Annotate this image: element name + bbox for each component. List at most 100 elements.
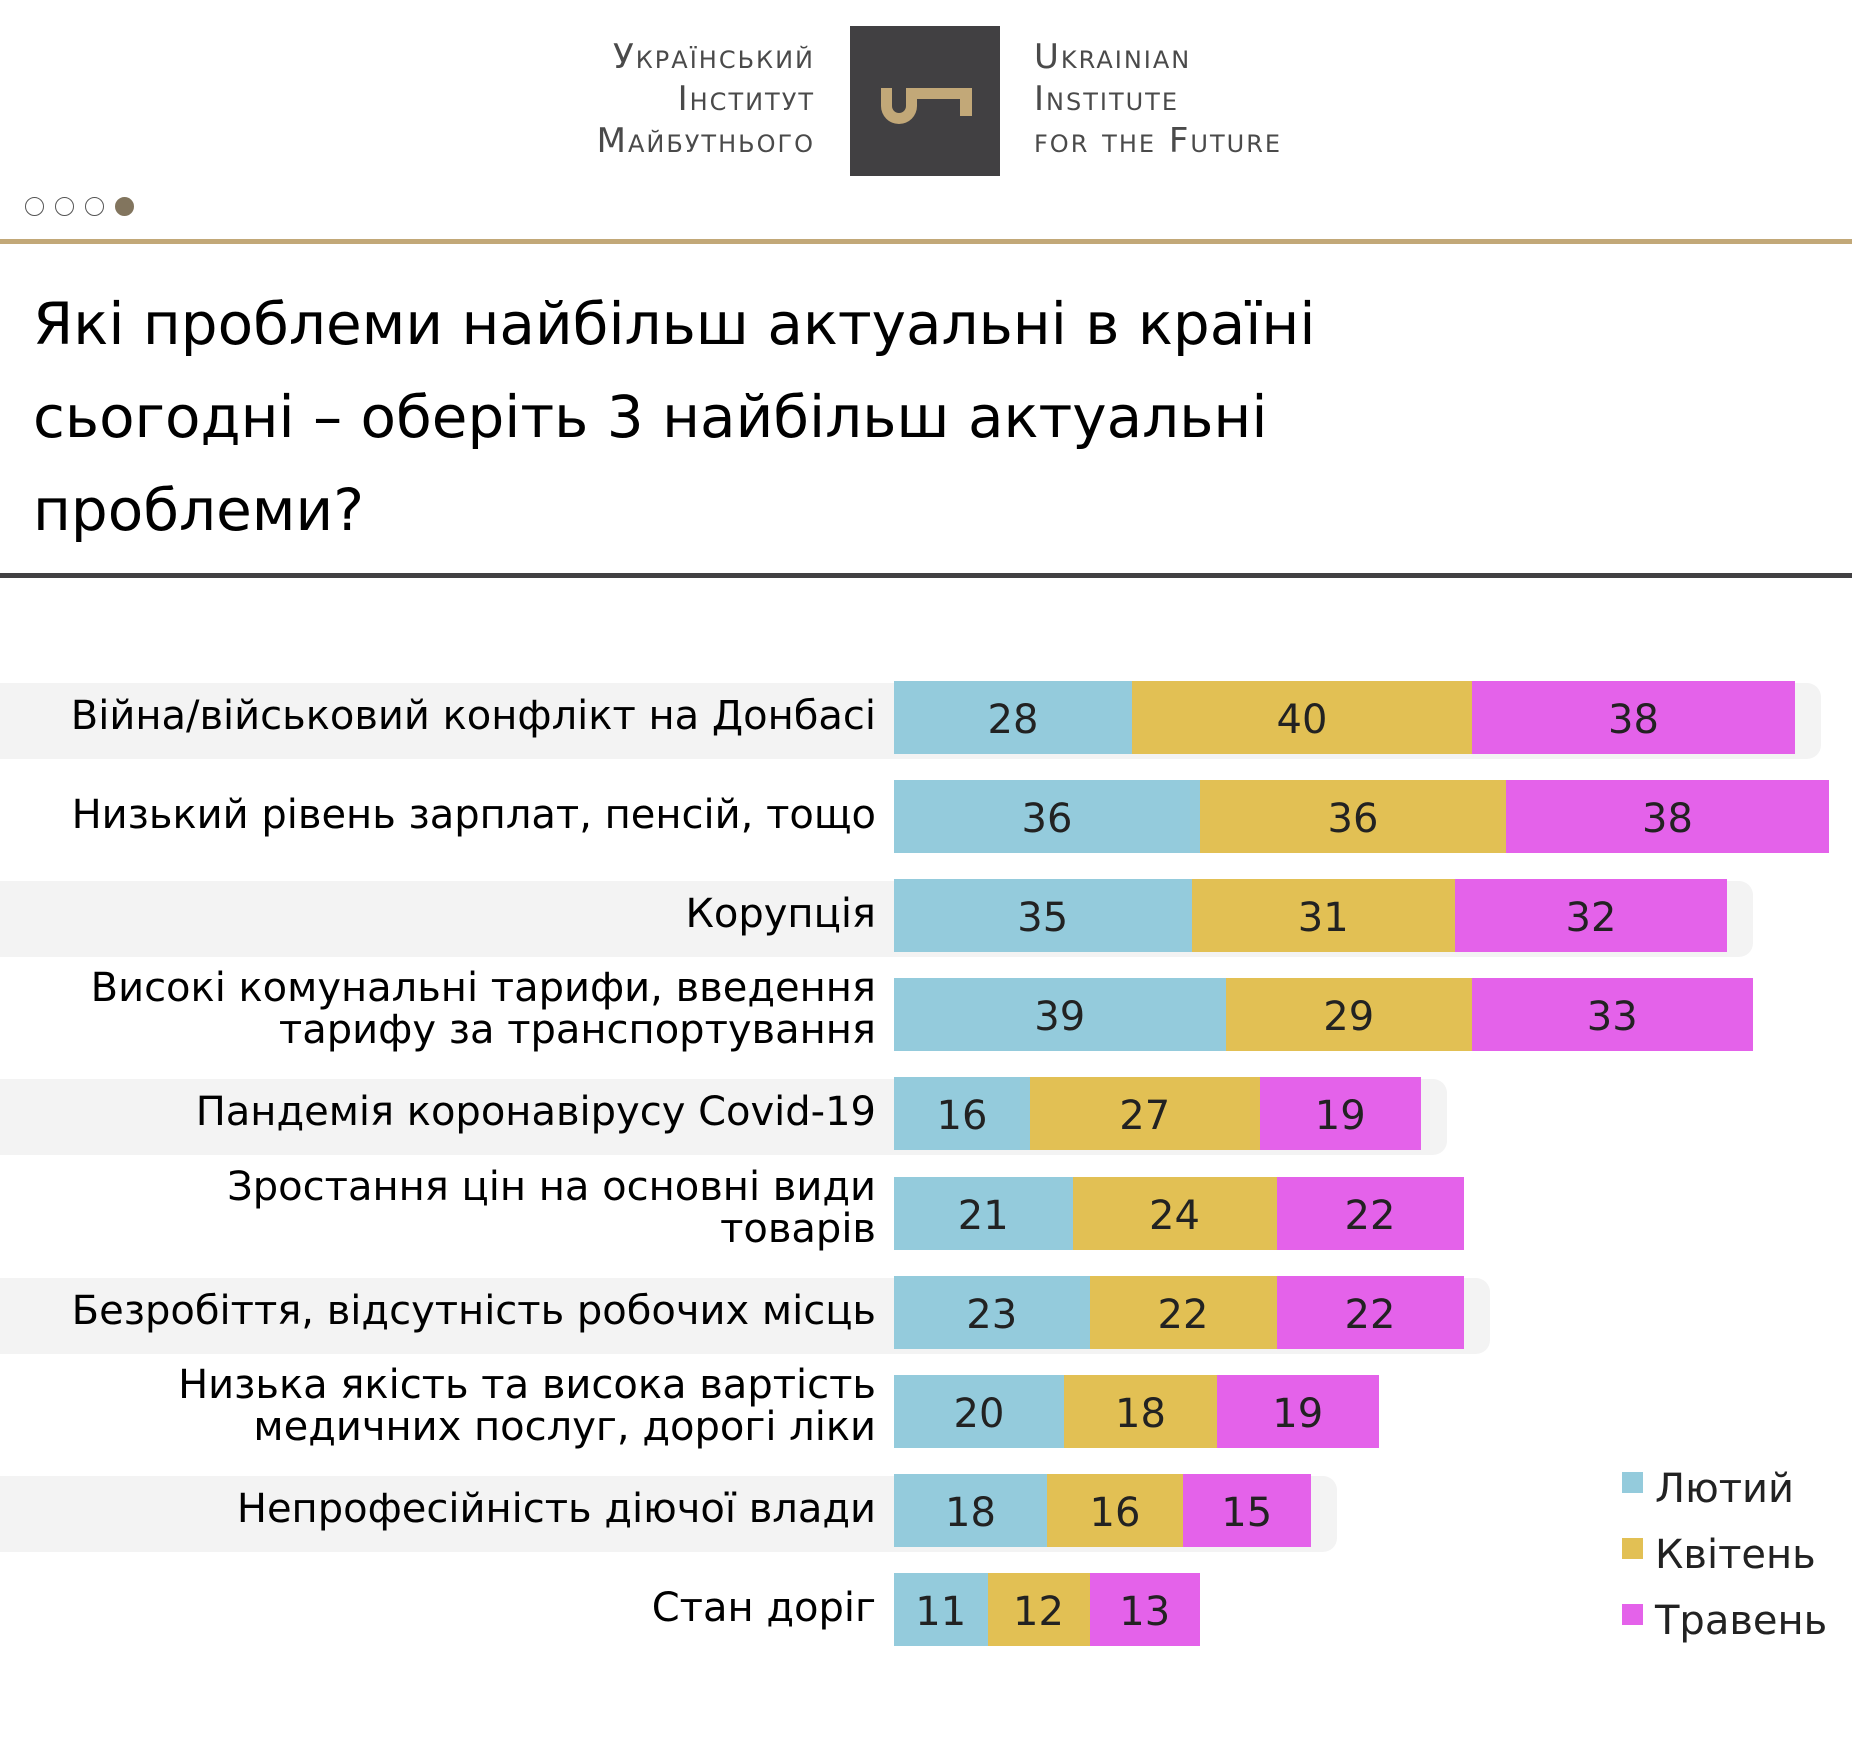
bar-segment-traven: 22: [1276, 1177, 1464, 1250]
bar-segment-kviten: 22: [1089, 1276, 1277, 1349]
category-label-line: Низький рівень зарплат, пенсій, тощо: [71, 791, 876, 838]
category-label: Корупція: [0, 875, 877, 952]
legend-swatch-kviten: [1622, 1537, 1643, 1559]
bar-segment-lyutyi: 28: [894, 681, 1132, 754]
data-label: 18: [945, 1489, 996, 1536]
logo-line: for the Future: [1034, 121, 1283, 161]
data-label: 35: [1017, 894, 1069, 941]
data-label: 22: [1157, 1291, 1209, 1338]
data-label: 31: [1297, 894, 1349, 941]
logo-text-english: Ukrainian Institute for the Future: [1034, 36, 1282, 162]
legend-item-lyutyi: Лютий: [1622, 1456, 1827, 1522]
data-label: 22: [1344, 1291, 1396, 1338]
category-label-line: Пандемія коронавірусу Covid-19: [195, 1088, 876, 1135]
legend-swatch-traven: [1622, 1603, 1643, 1625]
pager-dot-active[interactable]: [115, 197, 134, 216]
logo-line: Український: [613, 37, 815, 77]
bar-segment-lyutyi: 35: [894, 879, 1192, 952]
logo-text-ukrainian: Український Інститут Майбутнього: [597, 36, 815, 162]
logo-line: Майбутнього: [596, 121, 815, 161]
title-line: сьогодні – оберіть 3 найбільш актуальні: [33, 383, 1268, 451]
data-label: 38: [1642, 795, 1693, 842]
logo-line: Ukrainian: [1034, 37, 1192, 77]
category-label-line: Корупція: [685, 890, 877, 937]
bar-segment-lyutyi: 36: [894, 780, 1200, 853]
bar-segment-lyutyi: 18: [894, 1474, 1047, 1547]
title-line: проблеми?: [33, 476, 364, 544]
legend-label: Лютий: [1655, 1466, 1795, 1512]
category-label-line: Низька якість та висока вартість: [178, 1361, 876, 1408]
key-icon: [881, 88, 972, 124]
title-line: Які проблеми найбільш актуальні в країні: [33, 290, 1316, 358]
bar-segment-lyutyi: 39: [894, 978, 1226, 1051]
pager-dot[interactable]: [85, 197, 104, 216]
bar-segment-traven: 13: [1089, 1573, 1200, 1646]
data-label: 36: [1021, 795, 1073, 842]
category-label: Зростання цін на основні види товарів: [0, 1165, 876, 1250]
bar-segment-kviten: 27: [1030, 1077, 1260, 1150]
data-label: 29: [1323, 993, 1375, 1040]
legend-item-kviten: Квітень: [1622, 1522, 1827, 1588]
logo-line: Institute: [1034, 79, 1180, 119]
divider-dark: [0, 573, 1852, 578]
bar-segment-kviten: 36: [1200, 780, 1506, 853]
data-label: 12: [1013, 1588, 1064, 1635]
pager-dot[interactable]: [25, 197, 44, 216]
data-label: 32: [1565, 894, 1617, 941]
category-label-line: товарів: [720, 1205, 876, 1252]
bar-segment-traven: 32: [1455, 879, 1727, 952]
data-label: 38: [1608, 696, 1659, 743]
bar-segment-kviten: 40: [1132, 681, 1472, 754]
data-label: 16: [936, 1092, 988, 1139]
key-shape: [881, 88, 972, 124]
data-label: 18: [1115, 1390, 1166, 1437]
category-label: Пандемія коронавірусу Covid-19: [0, 1073, 876, 1150]
bar-segment-traven: 19: [1259, 1077, 1421, 1150]
data-label: 21: [957, 1192, 1009, 1239]
category-label-line: Стан доріг: [651, 1584, 876, 1631]
bar-segment-kviten: 16: [1047, 1474, 1183, 1547]
data-label: 27: [1119, 1092, 1171, 1139]
category-label: Війна/військовий конфлікт на Донбасі: [0, 677, 876, 754]
category-label-line: Безробіття, відсутність робочих місць: [71, 1287, 876, 1334]
data-label: 19: [1314, 1092, 1366, 1139]
category-label: Стан доріг: [0, 1569, 876, 1646]
legend-label: Травень: [1655, 1598, 1828, 1644]
chart-title: Які проблеми найбільш актуальні в країні…: [33, 278, 1733, 557]
bar-segment-traven: 33: [1472, 978, 1753, 1051]
slide-pager: [25, 197, 134, 216]
bar-segment-traven: 15: [1183, 1474, 1311, 1547]
category-label: Низька якість та висока вартість медичних…: [0, 1363, 876, 1448]
category-label: Непрофесійність діючої влади: [0, 1470, 876, 1547]
bar-segment-traven: 38: [1506, 780, 1829, 853]
data-label: 15: [1221, 1489, 1273, 1536]
data-label: 20: [953, 1390, 1005, 1437]
category-label: Низький рівень зарплат, пенсій, тощо: [0, 776, 876, 853]
bar-segment-kviten: 31: [1191, 879, 1455, 952]
category-label-line: медичних послуг, дорогі ліки: [253, 1403, 876, 1450]
pager-dot[interactable]: [55, 197, 74, 216]
category-label-line: Війна/військовий конфлікт на Донбасі: [70, 692, 876, 739]
bar-segment-kviten: 24: [1072, 1177, 1277, 1250]
bar-segment-lyutyi: 23: [894, 1276, 1090, 1349]
divider-gold: [0, 239, 1852, 244]
data-label: 28: [987, 696, 1039, 743]
bar-segment-traven: 19: [1217, 1375, 1379, 1448]
legend-swatch-lyutyi: [1622, 1471, 1643, 1493]
data-label: 39: [1034, 993, 1086, 1040]
bar-segment-traven: 38: [1472, 681, 1795, 754]
logo-mark: [850, 26, 1000, 176]
bar-segment-kviten: 18: [1064, 1375, 1217, 1448]
legend: Лютий Квітень Травень: [1622, 1456, 1827, 1654]
data-label: 13: [1119, 1588, 1171, 1635]
logo-line: Інститут: [677, 79, 815, 119]
category-label-line: Непрофесійність діючої влади: [236, 1485, 876, 1532]
data-label: 16: [1089, 1489, 1141, 1536]
bar-segment-lyutyi: 16: [894, 1077, 1030, 1150]
data-label: 19: [1272, 1390, 1324, 1437]
category-label-line: Високі комунальні тарифи, введення: [90, 964, 876, 1011]
category-label: Безробіття, відсутність робочих місць: [0, 1272, 876, 1349]
data-label: 36: [1327, 795, 1379, 842]
data-label: 23: [966, 1291, 1018, 1338]
bar-segment-lyutyi: 20: [894, 1375, 1064, 1448]
